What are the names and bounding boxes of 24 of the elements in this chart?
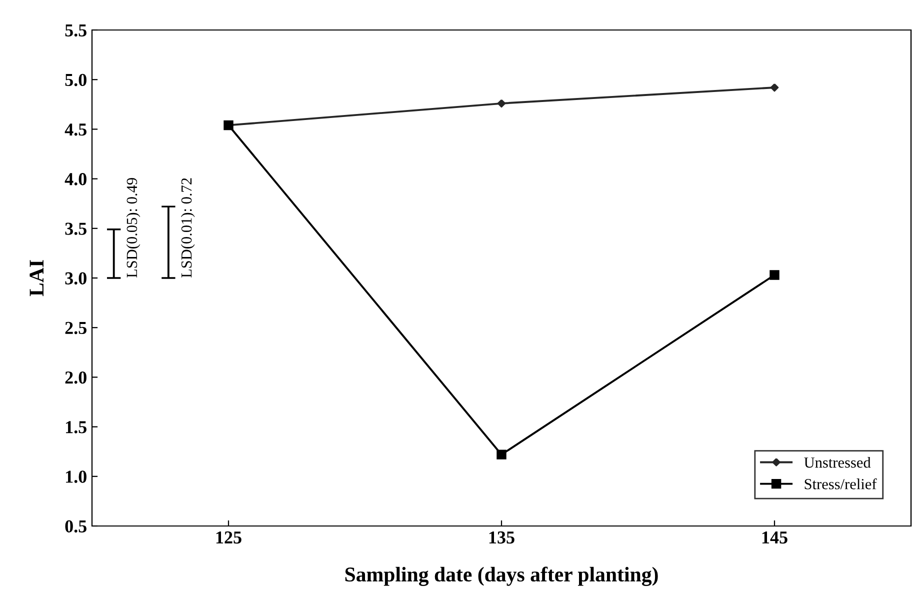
legend-label: Stress/relief (804, 478, 877, 490)
annotation: LSD(0.05): 0.49 (126, 178, 140, 278)
legend-label: Unstressed (804, 456, 871, 468)
y-tick-label: 4.0 (64, 173, 86, 186)
annotation: LSD(0.01): 0.72 (180, 178, 195, 278)
point (496, 450, 506, 460)
y-tick-label: 0.5 (65, 520, 86, 533)
y-tick-label: 3.5 (65, 222, 86, 235)
y-axis-title: LAI (30, 260, 44, 296)
point (770, 270, 780, 280)
y-tick-label: 1.5 (66, 421, 86, 434)
y-tick-label: 1.0 (66, 470, 86, 483)
x-tick-label: 145 (762, 531, 788, 544)
point (770, 83, 779, 92)
y-tick-label: 5.5 (65, 24, 86, 37)
point (497, 99, 506, 108)
x-axis-title: Sampling date (days after planting) (345, 566, 658, 586)
y-tick-label: 2.0 (65, 371, 86, 384)
x-tick-label: 135 (489, 531, 514, 544)
y-tick-label: 3.0 (65, 272, 86, 285)
y-tick-label: 2.5 (65, 322, 86, 334)
y-tick-label: 4.5 (64, 124, 86, 136)
y-tick-label: 5.0 (65, 74, 86, 86)
x-tick-label: 125 (216, 531, 242, 544)
